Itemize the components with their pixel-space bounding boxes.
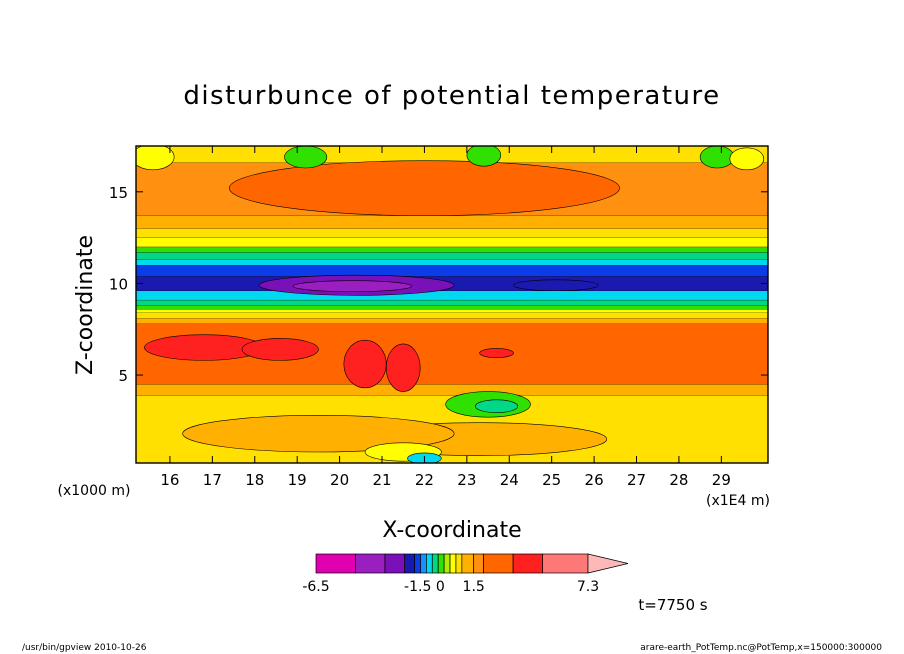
- contour-band-7: [136, 299, 768, 306]
- x-tick-label-23: 23: [457, 471, 476, 489]
- x-tick-label-28: 28: [669, 471, 688, 489]
- contour-region-8: [479, 348, 514, 358]
- colorbar-overflow-arrow: [587, 553, 629, 574]
- colorbar-label-3: 7.3: [577, 579, 599, 595]
- x-tick-label-20: 20: [330, 471, 349, 489]
- contour-band-14: [136, 237, 768, 247]
- x-tick-label-19: 19: [288, 471, 307, 489]
- contour-band-1: [136, 384, 768, 396]
- colorbar-label-0: -6.5: [302, 579, 329, 595]
- x-tick-label-17: 17: [203, 471, 222, 489]
- x-axis-unit: (x1E4 m): [706, 493, 770, 509]
- contour-region-19: [729, 147, 765, 171]
- contour-region-5: [241, 338, 319, 361]
- y-axis-label: Z-coordinate: [73, 235, 98, 375]
- contour-region-0: [229, 160, 620, 216]
- contour-region-10: [475, 399, 519, 413]
- contour-region-6: [343, 339, 387, 389]
- contour-region-16: [284, 146, 328, 169]
- footer-right: arare-earth_PotTemp.nc@PotTemp,x=150000:…: [640, 643, 882, 653]
- x-tick-label-26: 26: [585, 471, 604, 489]
- x-tick-label-16: 16: [160, 471, 179, 489]
- contour-band-11: [136, 259, 768, 266]
- y-axis: 5 10 15: [109, 184, 768, 385]
- colorbar-segment-0: [315, 553, 356, 574]
- x-axis: 16 17 18 19 20 21 22 23 24 25 26 27 28 29: [160, 146, 731, 489]
- colorbar-segment-11: [455, 553, 463, 574]
- y-tick-label-5: 5: [118, 367, 128, 385]
- contour-band-15: [136, 228, 768, 238]
- contour-band-12: [136, 252, 768, 260]
- contour-band-4: [136, 312, 768, 319]
- contour-band-8: [136, 290, 768, 300]
- colorbar-segment-9: [443, 553, 451, 574]
- time-label: t=7750 s: [638, 596, 707, 614]
- colorbar-segment-5: [420, 553, 427, 574]
- contour-band-5: [136, 309, 768, 313]
- y-axis-unit: (x1000 m): [58, 483, 131, 499]
- x-axis-label: X-coordinate: [382, 518, 521, 543]
- colorbar-segment-2: [384, 553, 406, 574]
- contour-region-7: [385, 343, 421, 392]
- x-tick-label-22: 22: [415, 471, 434, 489]
- colorbar: [315, 553, 629, 574]
- contour-band-3: [136, 318, 768, 324]
- colorbar-segment-6: [426, 553, 433, 574]
- colorbar-label-2: 1.5: [463, 579, 485, 595]
- contour-region-18: [699, 146, 735, 169]
- contour-region-3: [513, 279, 599, 292]
- colorbar-segment-8: [437, 553, 445, 574]
- contour-region-17: [466, 146, 502, 167]
- contour-band-18: [136, 146, 768, 163]
- colorbar-segment-12: [461, 553, 475, 574]
- colorbar-segment-3: [404, 553, 415, 574]
- x-tick-label-21: 21: [372, 471, 391, 489]
- contour-band-13: [136, 246, 768, 253]
- colorbar-segment-4: [414, 553, 421, 574]
- contour-band-6: [136, 305, 768, 310]
- colorbar-segment-10: [449, 553, 457, 574]
- plot-frame: [135, 145, 769, 464]
- contour-region-15: [136, 146, 175, 171]
- colorbar-segment-14: [483, 553, 514, 574]
- x-tick-label-18: 18: [245, 471, 264, 489]
- colorbar-segment-15: [512, 553, 544, 574]
- colorbar-labels: -6.5 -1.5 0 1.5 7.3: [302, 579, 599, 595]
- contour-region-2: [292, 280, 413, 292]
- contour-band-16: [136, 215, 768, 229]
- colorbar-segment-16: [542, 553, 589, 574]
- colorbar-segment-13: [473, 553, 484, 574]
- x-tick-label-29: 29: [712, 471, 731, 489]
- plot-area: [136, 146, 768, 463]
- chart-title: disturbunce of potential temperature: [183, 81, 720, 111]
- footer-left: /usr/bin/gpview 2010-10-26: [22, 643, 147, 653]
- colorbar-label-1: -1.5 0: [404, 579, 445, 595]
- y-tick-label-10: 10: [109, 275, 128, 293]
- y-tick-label-15: 15: [109, 184, 128, 202]
- contour-region-12: [182, 415, 455, 453]
- colorbar-segment-7: [431, 553, 439, 574]
- x-tick-label-24: 24: [500, 471, 519, 489]
- x-tick-label-27: 27: [627, 471, 646, 489]
- colorbar-segment-1: [355, 553, 386, 574]
- x-tick-label-25: 25: [542, 471, 561, 489]
- contour-band-10: [136, 265, 768, 277]
